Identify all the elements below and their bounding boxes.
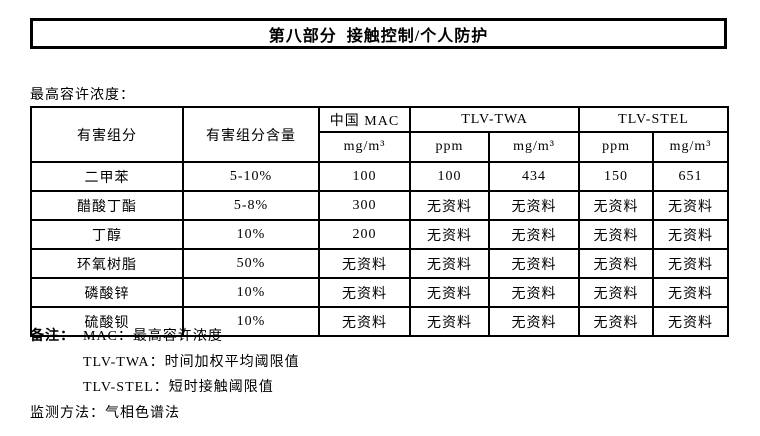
notes-block: 备注： MAC：最高容许浓度 TLV-TWA：时间加权平均阈限值 TLV-STEL… [30,324,300,426]
cell-stel-ppm: 无资料 [578,306,655,337]
table-row-butyl-acetate: 醋酸丁酯 5-8% 300 无资料 无资料 无资料 无资料 [30,190,730,221]
header-row-units: mg/m³ ppm mg/m³ ppm mg/m³ [31,131,730,163]
unit-mac-mg: mg/m³ [318,131,411,163]
cell-twa-mg: 无资料 [487,277,581,308]
cell-component: 丁醇 [30,219,184,250]
cell-twa-ppm: 无资料 [409,306,490,337]
cell-mac: 200 [318,219,411,250]
cell-twa-ppm: 100 [409,161,490,192]
cell-twa-mg: 无资料 [487,219,581,250]
cell-content: 5-10% [182,161,320,192]
cell-content: 10% [182,219,320,250]
cell-mac: 无资料 [318,306,411,337]
header-component: 有害组分 [30,106,184,163]
header-row-groups: 有害组分 有害组分含量 中国 MAC TLV-TWA TLV-STEL [30,106,730,163]
monitoring-method: 监测方法：气相色谱法 [30,405,180,421]
notes-label: 备注： [30,329,75,344]
note-tlv-twa-definition: TLV-TWA：时间加权平均阈限值 [83,354,300,370]
note-line-mac: 备注： MAC：最高容许浓度 [30,324,300,350]
cell-stel-mg: 无资料 [652,306,730,337]
cell-twa-mg: 无资料 [487,306,581,337]
unit-stel-ppm: ppm [578,131,655,163]
cell-twa-mg: 无资料 [487,190,581,221]
section-header-box: 第八部分 接触控制/个人防护 [30,18,727,49]
cell-content: 10% [182,277,320,308]
note-tlv-stel-definition: TLV-STEL：短时接触阈限值 [83,380,274,395]
cell-stel-ppm: 150 [578,161,655,192]
cell-component: 二甲苯 [30,161,184,192]
cell-content: 10% [182,306,320,337]
cell-twa-ppm: 无资料 [409,277,490,308]
cell-stel-mg: 无资料 [652,219,730,250]
header-tlv-stel: TLV-STEL [578,106,730,133]
cell-mac: 无资料 [318,248,411,279]
unit-twa-mg: mg/m³ [487,131,581,163]
cell-stel-ppm: 无资料 [578,190,655,221]
header-tlv-twa: TLV-TWA [408,106,581,133]
section-title: 第八部分 接触控制/个人防护 [268,27,489,45]
exposure-limits-table: 有害组分 有害组分含量 中国 MAC TLV-TWA TLV-STEL mg/m… [30,106,730,337]
cell-twa-mg: 无资料 [487,248,581,279]
cell-stel-mg: 无资料 [652,277,730,308]
cell-twa-ppm: 无资料 [409,190,490,221]
table-row-zinc-phosphate: 磷酸锌 10% 无资料 无资料 无资料 无资料 无资料 [30,277,730,308]
header-china-mac: 中国 MAC [318,106,411,133]
unit-twa-ppm: ppm [409,131,490,163]
cell-twa-ppm: 无资料 [409,219,490,250]
header-component-content: 有害组分含量 [182,106,320,163]
unit-stel-mg: mg/m³ [652,131,730,163]
cell-component: 醋酸丁酯 [30,190,184,221]
cell-stel-ppm: 无资料 [578,277,655,308]
note-mac-definition: MAC：最高容许浓度 [83,329,223,344]
cell-twa-mg: 434 [487,161,581,192]
table-row-xylene: 二甲苯 5-10% 100 100 434 150 651 [30,161,730,192]
cell-content: 5-8% [182,190,320,221]
cell-component: 磷酸锌 [30,277,184,308]
max-allowed-concentration-label: 最高容许浓度： [30,88,135,103]
table-row-barium-sulfate: 硫酸钡 10% 无资料 无资料 无资料 无资料 无资料 [30,306,730,337]
table-row-butanol: 丁醇 10% 200 无资料 无资料 无资料 无资料 [30,219,730,250]
cell-content: 50% [182,248,320,279]
cell-stel-mg: 651 [652,161,730,192]
cell-twa-ppm: 无资料 [409,248,490,279]
cell-component: 环氧树脂 [30,248,184,279]
cell-mac: 无资料 [318,277,411,308]
table-row-epoxy-resin: 环氧树脂 50% 无资料 无资料 无资料 无资料 无资料 [30,248,730,279]
cell-component: 硫酸钡 [30,306,184,337]
cell-stel-ppm: 无资料 [578,219,655,250]
cell-stel-mg: 无资料 [652,248,730,279]
cell-mac: 100 [318,161,411,192]
cell-mac: 300 [318,190,411,221]
cell-stel-mg: 无资料 [652,190,730,221]
cell-stel-ppm: 无资料 [578,248,655,279]
